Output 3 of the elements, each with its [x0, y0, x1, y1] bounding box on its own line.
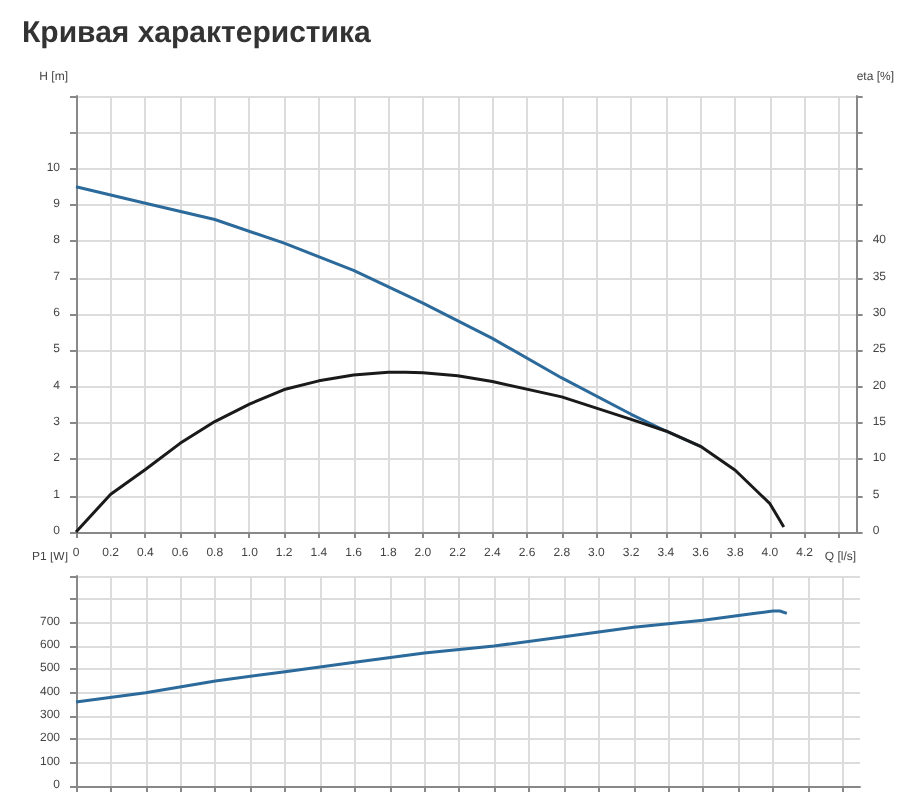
chart-title: Кривая характеристика [22, 16, 373, 50]
line-series [74, 609, 789, 704]
line-series [74, 370, 786, 534]
